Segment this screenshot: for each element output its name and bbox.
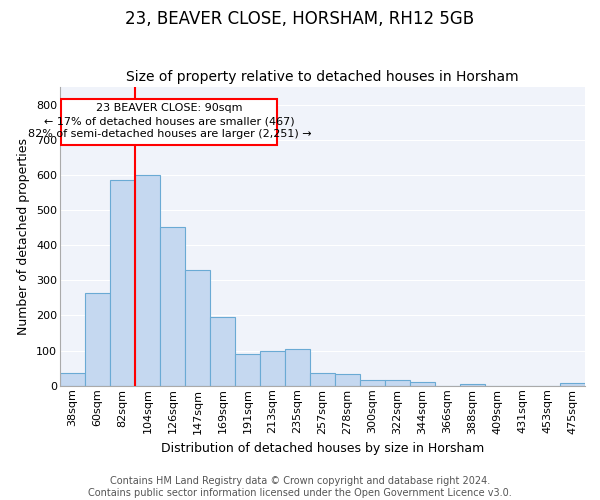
Text: 23 BEAVER CLOSE: 90sqm: 23 BEAVER CLOSE: 90sqm: [96, 103, 242, 113]
Bar: [135, 175, 160, 386]
Bar: [560, 384, 585, 386]
Bar: [460, 384, 485, 386]
Bar: [385, 380, 410, 386]
X-axis label: Distribution of detached houses by size in Horsham: Distribution of detached houses by size …: [161, 442, 484, 455]
Bar: [285, 349, 310, 386]
Bar: [235, 354, 260, 386]
Bar: [410, 382, 435, 386]
FancyBboxPatch shape: [61, 100, 277, 145]
Text: 23, BEAVER CLOSE, HORSHAM, RH12 5GB: 23, BEAVER CLOSE, HORSHAM, RH12 5GB: [125, 10, 475, 28]
Title: Size of property relative to detached houses in Horsham: Size of property relative to detached ho…: [126, 70, 519, 85]
Bar: [360, 380, 385, 386]
Text: Contains HM Land Registry data © Crown copyright and database right 2024.
Contai: Contains HM Land Registry data © Crown c…: [88, 476, 512, 498]
Bar: [110, 180, 135, 386]
Text: 82% of semi-detached houses are larger (2,251) →: 82% of semi-detached houses are larger (…: [28, 130, 311, 140]
Bar: [60, 374, 85, 386]
Text: ← 17% of detached houses are smaller (467): ← 17% of detached houses are smaller (46…: [44, 116, 295, 126]
Bar: [260, 350, 285, 386]
Bar: [160, 227, 185, 386]
Bar: [310, 374, 335, 386]
Bar: [210, 317, 235, 386]
Y-axis label: Number of detached properties: Number of detached properties: [17, 138, 31, 335]
Bar: [335, 374, 360, 386]
Bar: [85, 292, 110, 386]
Bar: [185, 270, 210, 386]
